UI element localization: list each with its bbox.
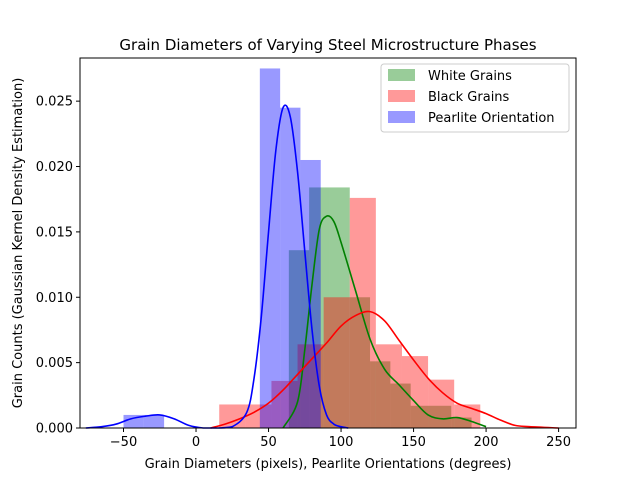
y-axis-ticks: 0.000 0.005 0.010 0.015 0.020 0.025 (36, 95, 80, 437)
bar-white-grains-0 (288, 250, 310, 428)
kde-curves (85, 104, 559, 429)
y-tick-label: 0.025 (36, 95, 73, 110)
kde-line-black-grains (210, 310, 559, 429)
kde-line-pearlite-orientation (85, 104, 349, 429)
bar-white-grains-3 (349, 297, 371, 428)
bar-pearlite-orientation-0 (123, 414, 144, 428)
y-tick-label: 0.005 (36, 356, 73, 371)
bar-white-grains-6 (410, 405, 431, 428)
x-tick-label: 50 (260, 435, 277, 450)
x-tick-label: 250 (546, 435, 571, 450)
bar-white-grains-1 (309, 187, 330, 428)
bar-white-grains-2 (329, 187, 350, 428)
legend-swatch-pearlite-orientation (388, 111, 415, 123)
bar-pearlite-orientation-7 (259, 68, 281, 429)
legend: White Grains Black Grains Pearlite Orien… (380, 63, 570, 133)
x-tick-label: 100 (329, 435, 354, 450)
bar-white-grains-5 (390, 383, 411, 428)
x-axis-label: Grain Diameters (pixels), Pearlite Orien… (145, 457, 512, 472)
histogram-bars (123, 68, 481, 429)
x-tick-label: 200 (474, 435, 499, 450)
bar-black-grains-6 (375, 344, 402, 428)
chart-title: Grain Diameters of Varying Steel Microst… (119, 36, 536, 54)
y-tick-label: 0.000 (36, 422, 73, 437)
x-tick-label: 150 (401, 435, 426, 450)
bar-black-grains-4 (323, 297, 350, 428)
bar-white-grains-8 (451, 417, 472, 428)
plot-frame (79, 57, 577, 429)
bar-black-grains-9 (454, 404, 481, 428)
legend-frame (380, 63, 570, 133)
legend-label-black-grains: Black Grains (428, 90, 510, 105)
x-tick-label: −50 (110, 435, 137, 450)
bar-black-grains-8 (428, 379, 455, 428)
y-tick-label: 0.010 (36, 291, 73, 306)
y-tick-label: 0.015 (36, 225, 73, 240)
bar-white-grains-7 (430, 405, 452, 428)
y-axis-label: Grain Counts (Gaussian Kernel Density Es… (11, 78, 26, 409)
legend-swatch-white-grains (388, 69, 415, 81)
bar-black-grains-1 (245, 404, 272, 428)
y-tick-label: 0.020 (36, 160, 73, 175)
x-axis-ticks: −50 0 50 100 150 200 250 (110, 428, 571, 450)
bar-white-grains-4 (370, 361, 391, 428)
bar-pearlite-orientation-8 (280, 107, 301, 429)
legend-swatch-black-grains (388, 90, 415, 102)
legend-label-white-grains: White Grains (428, 69, 512, 84)
legend-label-pearlite-orientation: Pearlite Orientation (428, 111, 555, 126)
bar-pearlite-orientation-1 (143, 414, 165, 428)
x-tick-label: 0 (192, 435, 200, 450)
